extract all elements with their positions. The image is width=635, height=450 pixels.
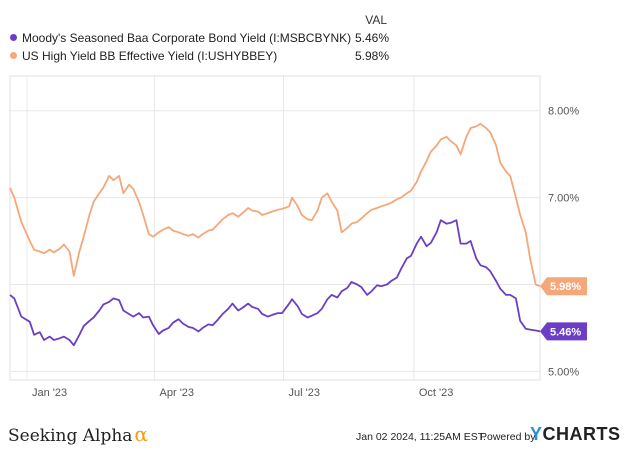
footer: Seeking Alpha α Jan 02 2024, 11:25AM EST.… — [0, 410, 635, 450]
x-tick-label: Apr '23 — [160, 387, 195, 399]
x-axis-tick-labels: Jan '23 Apr '23 Jul '23 Oct '23 — [32, 387, 453, 399]
chart-series — [9, 122, 541, 347]
end-label-bb: 5.98% — [540, 277, 587, 296]
series-color-dot — [10, 34, 17, 41]
legend-item-label: Moody's Seasoned Baa Corporate Bond Yiel… — [22, 31, 352, 45]
legend-item-bb[interactable]: US High Yield BB Effective Yield (I:USHY… — [10, 49, 389, 65]
end-label-text: 5.46% — [550, 326, 581, 338]
powered-by-label: Powered by — [480, 431, 536, 443]
x-tick-label: Jul '23 — [289, 387, 320, 399]
series-line-bb — [9, 122, 541, 288]
legend-item-value: 5.46% — [355, 31, 390, 45]
x-tick-label: Jan '23 — [32, 387, 67, 399]
series-end-labels: 5.46% 5.98% — [540, 277, 587, 341]
y-tick-label: 7.00% — [548, 193, 579, 205]
end-label-baa: 5.46% — [540, 322, 587, 341]
series-line-baa — [9, 219, 541, 347]
timestamp: Jan 02 2024, 11:25AM EST. — [356, 431, 486, 443]
legend-item-baa[interactable]: Moody's Seasoned Baa Corporate Bond Yiel… — [10, 31, 389, 47]
chart-grid — [9, 75, 541, 381]
y-tick-label: 5.00% — [548, 366, 579, 378]
series-color-dot — [10, 52, 17, 59]
plot-frame — [9, 75, 541, 381]
seeking-alpha-logo[interactable]: Seeking Alpha α — [8, 422, 148, 446]
chart-legend: VAL Moody's Seasoned Baa Corporate Bond … — [0, 0, 635, 74]
y-tick-label: 8.00% — [548, 106, 579, 118]
ycharts-logo[interactable]: YCHARTS — [530, 424, 621, 444]
x-tick-label: Oct '23 — [419, 387, 454, 399]
end-label-tag — [540, 277, 587, 296]
end-label-text: 5.98% — [550, 281, 581, 293]
legend-item-label: US High Yield BB Effective Yield (I:USHY… — [22, 49, 278, 63]
end-label-tag — [540, 322, 587, 341]
legend-value-header: VAL — [365, 13, 387, 27]
legend-item-value: 5.98% — [355, 49, 390, 63]
